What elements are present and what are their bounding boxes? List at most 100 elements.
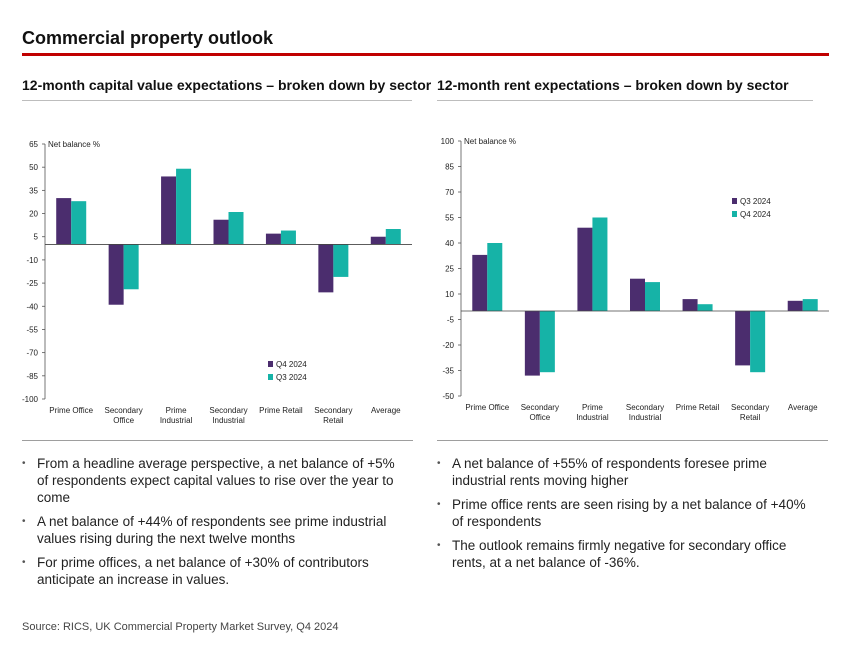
chart-title-capital: 12-month capital value expectations – br… [22,77,432,93]
title-rule [22,53,829,56]
x-category-label: Average [371,406,401,415]
x-category-label: Secondary Office [105,406,143,425]
bar [592,217,608,311]
bullet-item: • A net balance of +55% of respondents fo… [437,455,807,489]
y-tick-label: 70 [445,188,454,197]
bar [71,201,87,245]
legend-label: Q4 2024 [276,360,307,369]
bullet-item: • The outlook remains firmly negative for… [437,537,807,571]
legend-label: Q4 2024 [740,210,771,219]
chart-bottom-rule-right [437,440,828,441]
legend-swatch [268,374,273,380]
rent-chart: 100 85 70 55 40 25 10 -5 -20 -35 -50 Net balance % P… [441,137,829,422]
x-category-label: Average [788,403,818,412]
bar [524,311,540,376]
x-category-label: Prime Industrial [160,406,193,425]
y-tick-label: 10 [445,290,454,299]
x-category-label: Prime Industrial [576,403,609,422]
y-tick-label: 50 [29,163,38,172]
y-tick-label: -50 [442,392,454,401]
bar [645,282,660,311]
bar [265,233,281,245]
source-note: Source: RICS, UK Commercial Property Mar… [22,621,339,633]
bullet-text: From a headline average perspective, a n… [37,456,395,505]
chart-title-rent: 12-month rent expectations – broken down… [437,77,789,93]
x-category-label: Secondary Industrial [209,406,247,425]
bar [472,254,488,311]
legend-swatch [732,211,737,217]
bar [108,244,124,305]
y-tick-label: -25 [26,279,38,288]
y-tick-label: 25 [445,265,454,274]
rent-bullets: • A net balance of +55% of respondents fo… [437,455,807,578]
x-category-label: Secondary Retail [731,403,769,422]
bar [735,311,751,366]
y-axis-title: Net balance % [48,140,100,149]
bar [280,230,296,245]
y-tick-label: -100 [22,395,39,404]
bullet-item: • From a headline average perspective, a … [22,455,397,506]
bar [318,244,334,293]
legend-swatch [732,198,737,204]
capital-bullets: • From a headline average perspective, a … [22,455,397,595]
y-axis-title: Net balance % [464,137,516,146]
y-tick-label: -70 [26,349,38,358]
y-tick-label: 5 [34,233,39,242]
bullet-icon: • [437,458,441,469]
bullet-icon: • [22,516,26,527]
bar [487,243,503,311]
bullet-text: A net balance of +44% of respondents see… [37,514,387,546]
y-tick-label: 100 [441,137,455,146]
y-tick-label: 55 [445,214,454,223]
bar [750,311,766,373]
y-tick-label: -20 [442,341,454,350]
bullet-icon: • [437,499,441,510]
legend-label: Q3 2024 [740,197,771,206]
bar [123,244,139,290]
chart-title-rule-left [22,100,412,101]
chart-bottom-rule-left [22,440,413,441]
bullet-text: A net balance of +55% of respondents for… [452,456,767,488]
x-category-label: Prime Retail [259,406,303,415]
x-category-label: Prime Retail [676,403,720,412]
page-title: Commercial property outlook [22,28,274,48]
bullet-icon: • [22,557,26,568]
y-tick-label: -55 [26,325,38,334]
y-tick-label: -40 [26,302,38,311]
bar [697,304,713,311]
x-category-label: Secondary Retail [314,406,352,425]
x-category-label: Prime Office [49,406,93,415]
y-tick-label: 35 [29,186,38,195]
y-tick-label: -5 [447,316,455,325]
bar [56,198,72,245]
bar [630,278,645,311]
bullet-icon: • [437,540,441,551]
bar [682,299,698,311]
y-tick-label: 40 [445,239,454,248]
bullet-item: • A net balance of +44% of respondents se… [22,513,397,547]
bar [176,168,192,245]
bar [228,212,244,245]
bullet-item: • For prime offices, a net balance of +30… [22,554,397,588]
bar [370,236,386,245]
bullet-text: Prime office rents are seen rising by a … [452,497,806,529]
chart-title-rule-right [437,100,813,101]
bar [802,299,818,311]
x-category-label: Secondary Industrial [626,403,664,422]
bullet-text: The outlook remains firmly negative for … [452,538,787,570]
y-tick-label: -35 [442,367,454,376]
bar [213,219,229,245]
bullet-text: For prime offices, a net balance of +30%… [37,555,369,587]
bullet-icon: • [22,458,26,469]
bar [385,229,401,245]
y-tick-label: 85 [445,163,454,172]
bar [577,227,593,311]
x-category-label: Prime Office [465,403,509,412]
bar [787,300,803,311]
legend-swatch [268,361,273,367]
bullet-item: • Prime office rents are seen rising by a… [437,496,807,530]
y-tick-label: -85 [26,372,38,381]
y-tick-label: 65 [29,140,38,149]
bar [333,244,349,277]
x-category-label: Secondary Office [521,403,559,422]
